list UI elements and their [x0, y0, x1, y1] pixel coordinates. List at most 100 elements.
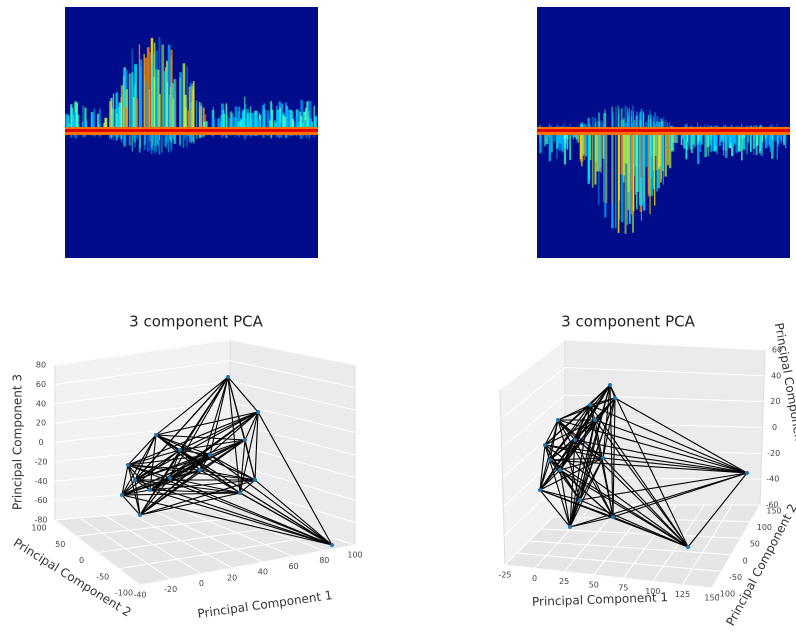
streak [300, 116, 303, 131]
streak [171, 131, 173, 143]
streak [647, 114, 650, 131]
streak [186, 131, 188, 148]
streak [686, 131, 689, 142]
streak [636, 111, 638, 131]
streak [603, 113, 605, 131]
streak [561, 131, 565, 149]
streak [124, 107, 128, 131]
edge [209, 454, 333, 546]
streak [117, 106, 120, 131]
streak [261, 104, 265, 131]
streak [699, 131, 702, 152]
streak [697, 131, 700, 165]
streak [685, 131, 688, 141]
streak [585, 131, 587, 157]
grid-line [79, 517, 171, 580]
streak [114, 109, 117, 131]
streak [668, 121, 671, 131]
streak [597, 131, 600, 205]
streak [545, 131, 549, 145]
y-tick-label: 50 [55, 540, 65, 549]
streak [99, 108, 101, 131]
band-core [65, 129, 318, 132]
node [543, 443, 547, 447]
streak [195, 100, 197, 131]
z-tick-label: 40 [771, 371, 781, 380]
streak [658, 122, 661, 131]
streak [630, 131, 633, 215]
streak [161, 131, 163, 153]
streak [146, 47, 150, 132]
streak [158, 94, 161, 131]
streak [769, 131, 773, 153]
node [593, 418, 597, 422]
streak [222, 113, 225, 131]
edge [179, 411, 259, 451]
z-tick-label: 0 [38, 438, 43, 447]
edge [239, 439, 246, 494]
streak [777, 131, 779, 144]
edge [127, 464, 136, 481]
edge [244, 411, 259, 441]
streak [784, 131, 787, 149]
streak [661, 131, 663, 180]
edge [549, 457, 604, 461]
edge [139, 439, 246, 516]
edge [209, 454, 256, 481]
z-tick-label: -40 [34, 477, 47, 486]
streak [596, 120, 598, 131]
streak [685, 131, 688, 159]
streak [741, 131, 744, 141]
streak [587, 131, 591, 180]
streak [138, 44, 141, 132]
streak [654, 131, 657, 156]
spectrograms [65, 7, 790, 258]
streak [151, 131, 153, 148]
x-tick-label: -20 [164, 585, 177, 594]
edge [549, 459, 748, 474]
edge [559, 439, 576, 471]
streak [115, 92, 118, 131]
x-tick-label: 40 [258, 568, 268, 577]
streak [120, 96, 122, 131]
node [601, 456, 605, 460]
grid-line [118, 534, 324, 570]
y-tick-label: -100 [717, 590, 735, 599]
streak [168, 131, 171, 141]
edge [557, 419, 748, 474]
streak [602, 131, 606, 159]
edge [544, 444, 551, 461]
streak [145, 131, 147, 144]
y-tick-label: -100 [115, 589, 133, 598]
streak [630, 110, 632, 131]
grid-line [54, 442, 356, 478]
edge [579, 419, 596, 501]
streak [566, 131, 569, 140]
streak [661, 131, 664, 166]
streak [583, 131, 586, 161]
edge [594, 419, 748, 474]
edge [559, 397, 616, 471]
grid-line [54, 380, 356, 411]
streak [151, 63, 153, 131]
streak [600, 120, 603, 131]
edge [614, 397, 748, 474]
streak [720, 131, 723, 142]
streak [97, 113, 100, 131]
streak [768, 131, 771, 147]
edge [254, 411, 259, 481]
edge [559, 457, 604, 471]
streak [543, 131, 547, 147]
streak [647, 131, 651, 197]
z-tick-label: -80 [34, 516, 47, 525]
streak [589, 131, 592, 161]
streak [719, 131, 721, 146]
streak [136, 98, 138, 131]
streak [657, 116, 659, 131]
streak [764, 131, 768, 149]
streak [285, 118, 289, 131]
streak [145, 81, 148, 131]
streak [257, 119, 261, 131]
grid-line [682, 504, 733, 585]
streak [120, 131, 123, 140]
